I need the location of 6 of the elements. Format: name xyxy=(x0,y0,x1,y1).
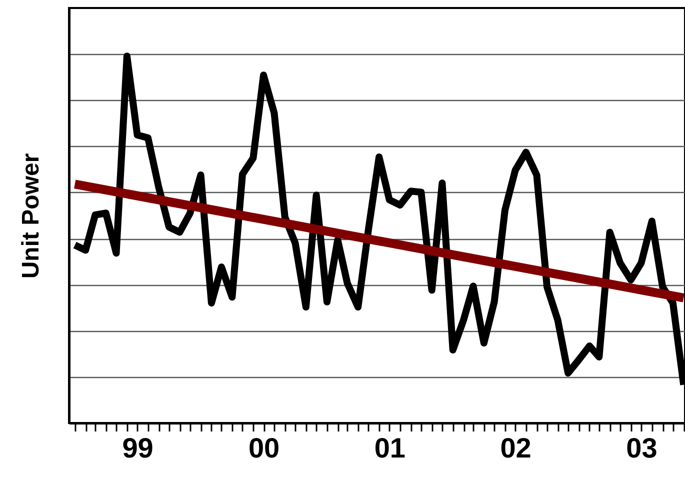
x-tick-label: 99 xyxy=(122,432,154,464)
x-tick-label: 02 xyxy=(500,432,532,464)
y-axis-title: Unit Power xyxy=(18,153,44,279)
x-tick-label: 03 xyxy=(626,432,658,464)
x-tick-label: 00 xyxy=(248,432,280,464)
x-tick-label: 01 xyxy=(374,432,406,464)
